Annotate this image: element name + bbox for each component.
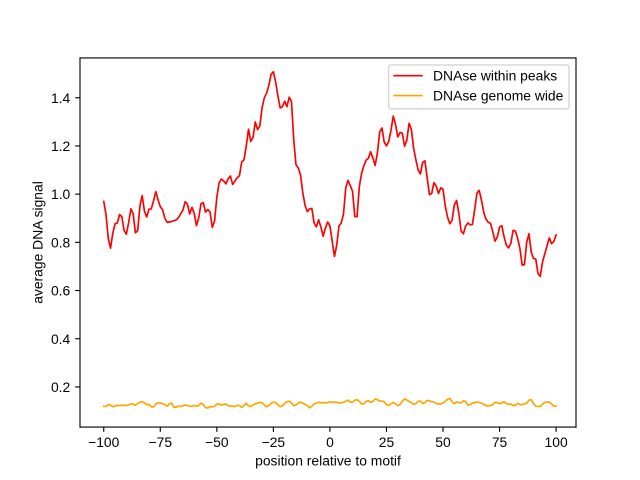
svg-text:DNAse within peaks: DNAse within peaks: [433, 68, 557, 84]
svg-text:1.0: 1.0: [51, 186, 71, 202]
svg-text:100: 100: [545, 434, 568, 450]
svg-text:average DNA signal: average DNA signal: [30, 181, 46, 304]
svg-text:−100: −100: [88, 434, 120, 450]
svg-text:1.4: 1.4: [51, 90, 71, 106]
svg-text:0.2: 0.2: [51, 379, 71, 395]
svg-text:0.6: 0.6: [51, 283, 71, 299]
svg-text:1.2: 1.2: [51, 138, 71, 154]
svg-text:25: 25: [379, 434, 395, 450]
svg-text:50: 50: [435, 434, 451, 450]
svg-text:−25: −25: [262, 434, 286, 450]
svg-text:75: 75: [492, 434, 508, 450]
svg-text:0.8: 0.8: [51, 234, 71, 250]
svg-text:−75: −75: [149, 434, 173, 450]
svg-text:0.4: 0.4: [51, 331, 71, 347]
svg-text:0: 0: [326, 434, 334, 450]
svg-text:−50: −50: [205, 434, 229, 450]
svg-text:DNAse genome wide: DNAse genome wide: [433, 87, 564, 103]
svg-text:position relative to motif: position relative to motif: [255, 452, 401, 468]
